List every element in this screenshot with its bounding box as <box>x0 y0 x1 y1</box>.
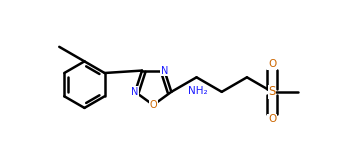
Text: NH₂: NH₂ <box>188 86 207 96</box>
Text: N: N <box>131 87 139 97</box>
Text: S: S <box>269 85 276 98</box>
Text: O: O <box>268 60 276 70</box>
Text: N: N <box>161 66 168 76</box>
Text: O: O <box>268 114 276 124</box>
Text: O: O <box>150 100 157 110</box>
